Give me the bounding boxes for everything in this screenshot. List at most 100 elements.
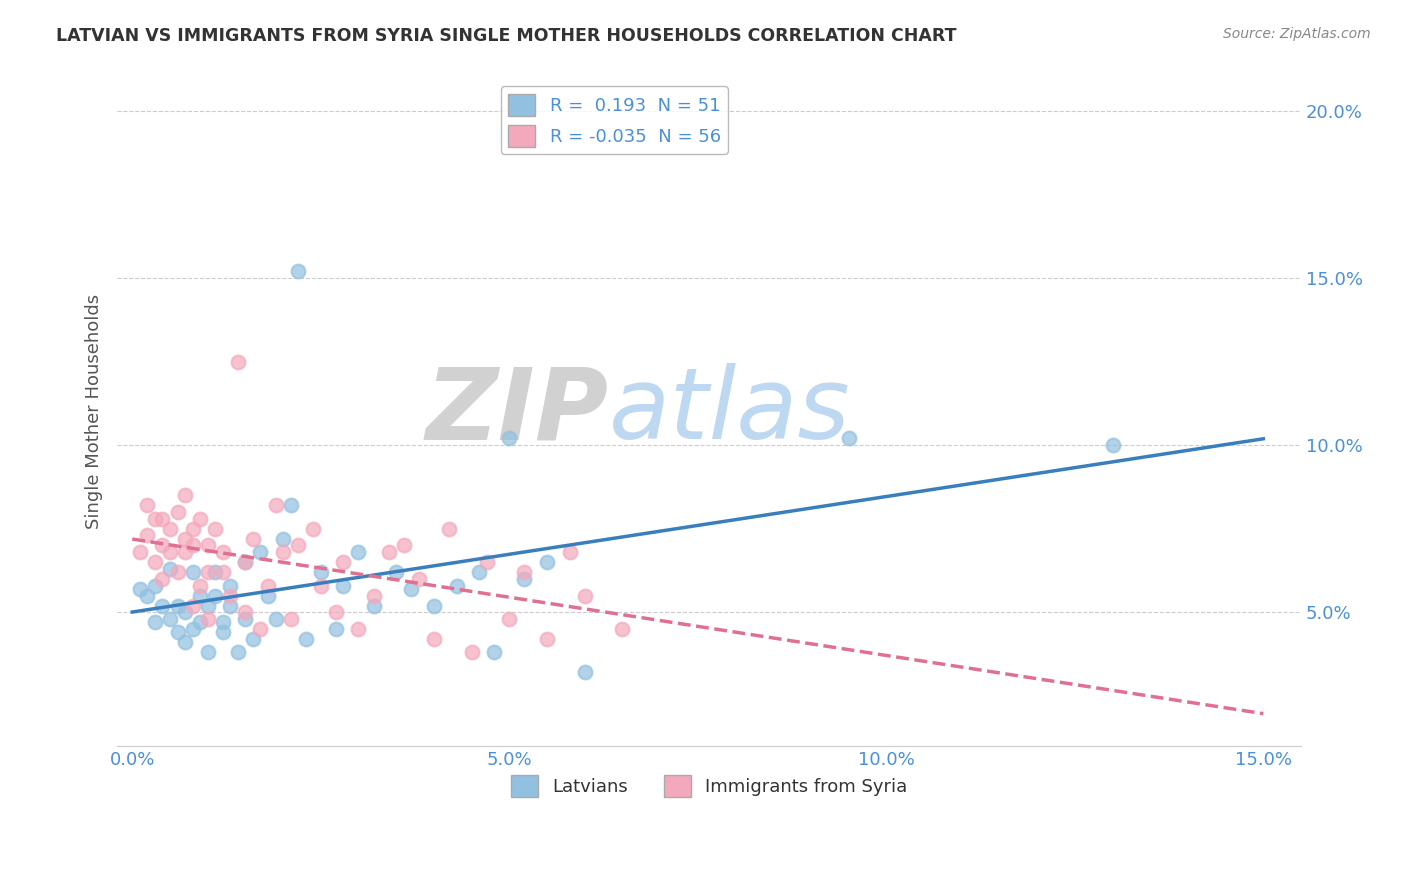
Point: [302, 522, 325, 536]
Point: [536, 632, 558, 646]
Point: [536, 555, 558, 569]
Point: [211, 615, 233, 630]
Point: [166, 565, 188, 579]
Point: [309, 565, 332, 579]
Point: [211, 625, 233, 640]
Point: [181, 538, 204, 552]
Text: LATVIAN VS IMMIGRANTS FROM SYRIA SINGLE MOTHER HOUSEHOLDS CORRELATION CHART: LATVIAN VS IMMIGRANTS FROM SYRIA SINGLE …: [56, 27, 956, 45]
Point: [211, 545, 233, 559]
Point: [257, 589, 280, 603]
Point: [152, 572, 174, 586]
Point: [287, 264, 309, 278]
Point: [309, 578, 332, 592]
Text: Source: ZipAtlas.com: Source: ZipAtlas.com: [1223, 27, 1371, 41]
Point: [226, 645, 249, 659]
Point: [166, 505, 188, 519]
Point: [128, 582, 150, 596]
Point: [235, 555, 257, 569]
Point: [280, 612, 302, 626]
Point: [197, 538, 219, 552]
Point: [513, 572, 536, 586]
Point: [482, 645, 505, 659]
Point: [159, 522, 181, 536]
Point: [204, 522, 226, 536]
Point: [264, 498, 287, 512]
Point: [219, 589, 242, 603]
Point: [332, 555, 354, 569]
Point: [363, 599, 385, 613]
Point: [377, 545, 399, 559]
Point: [271, 532, 294, 546]
Point: [264, 612, 287, 626]
Point: [197, 645, 219, 659]
Point: [136, 498, 159, 512]
Point: [181, 565, 204, 579]
Point: [197, 565, 219, 579]
Text: atlas: atlas: [609, 363, 851, 460]
Point: [385, 565, 408, 579]
Point: [460, 645, 482, 659]
Point: [287, 538, 309, 552]
Point: [197, 612, 219, 626]
Point: [143, 578, 166, 592]
Point: [188, 511, 211, 525]
Point: [574, 665, 596, 680]
Point: [181, 599, 204, 613]
Point: [235, 612, 257, 626]
Point: [612, 622, 634, 636]
Point: [188, 615, 211, 630]
Point: [219, 599, 242, 613]
Point: [242, 632, 264, 646]
Point: [159, 562, 181, 576]
Point: [235, 605, 257, 619]
Point: [174, 488, 197, 502]
Point: [128, 545, 150, 559]
Point: [204, 565, 226, 579]
Point: [226, 354, 249, 368]
Point: [475, 555, 498, 569]
Point: [1101, 438, 1123, 452]
Point: [174, 635, 197, 649]
Point: [143, 615, 166, 630]
Point: [159, 545, 181, 559]
Point: [152, 538, 174, 552]
Point: [280, 498, 302, 512]
Point: [325, 622, 347, 636]
Point: [174, 605, 197, 619]
Point: [325, 605, 347, 619]
Point: [159, 612, 181, 626]
Point: [181, 522, 204, 536]
Legend: Latvians, Immigrants from Syria: Latvians, Immigrants from Syria: [503, 767, 915, 804]
Point: [136, 528, 159, 542]
Point: [143, 511, 166, 525]
Point: [235, 555, 257, 569]
Point: [136, 589, 159, 603]
Point: [294, 632, 316, 646]
Point: [423, 632, 446, 646]
Point: [143, 555, 166, 569]
Point: [249, 545, 271, 559]
Point: [152, 511, 174, 525]
Point: [408, 572, 430, 586]
Point: [838, 432, 860, 446]
Point: [257, 578, 280, 592]
Point: [423, 599, 446, 613]
Point: [219, 578, 242, 592]
Point: [152, 599, 174, 613]
Point: [401, 582, 423, 596]
Point: [249, 622, 271, 636]
Point: [242, 532, 264, 546]
Point: [347, 545, 370, 559]
Text: ZIP: ZIP: [426, 363, 609, 460]
Point: [498, 612, 520, 626]
Point: [197, 599, 219, 613]
Point: [188, 589, 211, 603]
Point: [188, 578, 211, 592]
Point: [347, 622, 370, 636]
Point: [166, 599, 188, 613]
Point: [204, 589, 226, 603]
Point: [513, 565, 536, 579]
Point: [446, 578, 468, 592]
Point: [174, 545, 197, 559]
Point: [392, 538, 415, 552]
